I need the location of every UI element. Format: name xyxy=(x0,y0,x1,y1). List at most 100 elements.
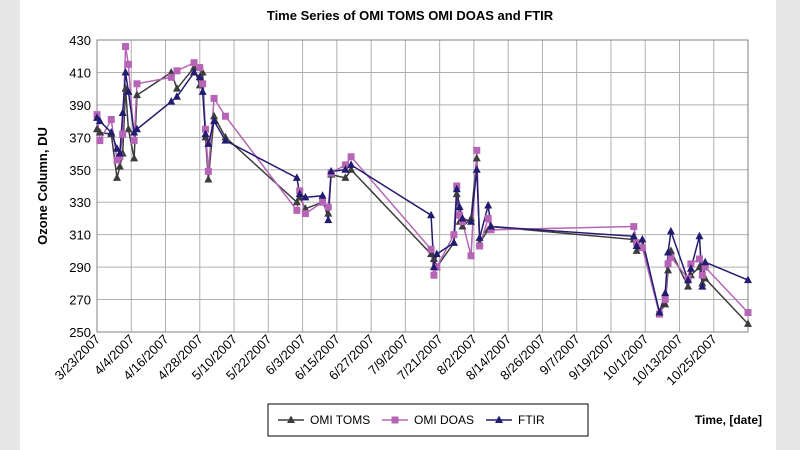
marker xyxy=(433,263,441,271)
marker xyxy=(319,198,327,206)
marker xyxy=(210,94,218,102)
marker xyxy=(744,319,752,327)
marker xyxy=(130,137,138,145)
marker xyxy=(124,87,133,95)
marker xyxy=(487,226,495,234)
marker xyxy=(701,263,709,271)
marker xyxy=(190,63,199,71)
marker xyxy=(638,235,647,243)
marker xyxy=(327,166,336,175)
y-tick-label: 310 xyxy=(69,228,91,243)
marker xyxy=(432,249,441,258)
marker xyxy=(456,211,464,219)
marker xyxy=(132,90,141,99)
marker xyxy=(655,308,664,316)
marker xyxy=(661,296,669,304)
marker xyxy=(124,60,132,68)
y-tick-label: 410 xyxy=(69,65,91,80)
marker xyxy=(452,184,461,193)
marker xyxy=(475,233,484,241)
y-tick-label: 430 xyxy=(69,33,91,48)
legend-label: FTIR xyxy=(518,413,545,427)
marker xyxy=(347,160,356,168)
y-tick-label: 370 xyxy=(69,130,91,145)
marker xyxy=(172,92,181,100)
marker xyxy=(196,64,204,72)
marker xyxy=(686,264,695,272)
marker xyxy=(198,67,207,76)
marker xyxy=(455,202,464,211)
marker xyxy=(684,275,693,284)
marker xyxy=(107,127,116,136)
marker xyxy=(133,80,141,88)
marker xyxy=(295,189,304,198)
marker xyxy=(467,217,476,225)
marker xyxy=(292,173,301,181)
marker xyxy=(204,139,213,147)
marker xyxy=(458,218,466,226)
marker xyxy=(347,153,355,161)
marker xyxy=(661,288,670,297)
marker xyxy=(684,282,693,290)
legend: OMI TOMS OMI DOAS FTIR xyxy=(278,413,545,427)
panel xyxy=(20,0,776,450)
marker xyxy=(190,67,199,76)
marker xyxy=(301,204,310,212)
marker xyxy=(467,252,475,260)
marker xyxy=(172,84,181,92)
marker xyxy=(204,175,213,183)
plot-border xyxy=(96,39,749,333)
marker xyxy=(112,173,121,181)
marker xyxy=(632,241,641,250)
y-tick-label: 270 xyxy=(69,293,91,308)
marker xyxy=(221,136,230,144)
marker xyxy=(221,112,229,120)
marker xyxy=(293,206,301,214)
marker xyxy=(472,153,481,162)
marker xyxy=(341,161,349,169)
legend-label: OMI DOAS xyxy=(414,413,474,427)
marker xyxy=(458,213,467,222)
marker xyxy=(119,130,127,138)
marker xyxy=(638,244,646,252)
marker xyxy=(198,87,207,95)
marker xyxy=(201,129,210,138)
marker xyxy=(287,415,295,423)
marker xyxy=(687,260,695,268)
marker xyxy=(632,246,641,254)
marker xyxy=(124,124,133,133)
y-axis-label: Ozone Column, DU xyxy=(35,127,50,245)
marker xyxy=(324,215,333,224)
y-tick-label: 250 xyxy=(69,325,91,340)
marker xyxy=(107,115,115,123)
marker xyxy=(173,67,181,75)
marker xyxy=(122,42,130,50)
marker xyxy=(630,223,638,231)
marker xyxy=(96,137,104,145)
y-tick-label: 390 xyxy=(69,98,91,113)
legend-box xyxy=(267,403,589,437)
marker xyxy=(130,153,139,162)
marker xyxy=(324,209,333,217)
marker xyxy=(450,231,458,239)
legend-label: OMI TOMS xyxy=(310,413,370,427)
marker xyxy=(744,275,752,284)
marker xyxy=(190,59,198,67)
marks xyxy=(93,42,752,327)
marker xyxy=(292,197,301,206)
marker xyxy=(449,238,458,246)
y-tick-label: 330 xyxy=(69,195,91,210)
marker xyxy=(695,262,704,271)
marker xyxy=(472,165,481,173)
marker xyxy=(473,146,481,154)
x-axis-label: Time, [date] xyxy=(695,413,762,427)
marker xyxy=(495,415,503,423)
marker xyxy=(347,165,356,173)
marker xyxy=(430,271,438,279)
marker xyxy=(484,214,492,222)
marker xyxy=(95,127,104,136)
marker xyxy=(341,173,350,181)
marker xyxy=(458,222,467,230)
